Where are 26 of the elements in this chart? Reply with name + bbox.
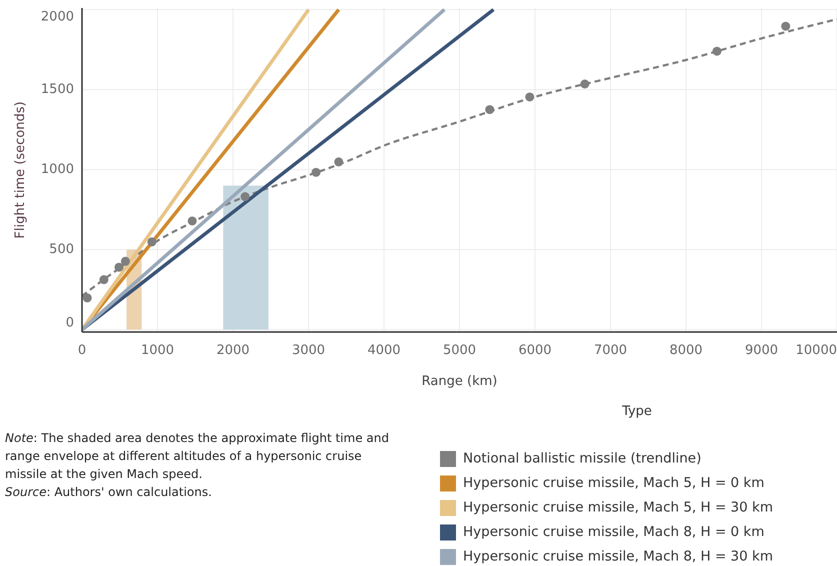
legend-label: Notional ballistic missile (trendline) (463, 450, 702, 467)
x-tick-label: 10000 (796, 343, 837, 358)
legend-label: Hypersonic cruise missile, Mach 5, H = 0 km (463, 475, 764, 492)
x-tick-label: 1000 (140, 343, 174, 358)
legend-label: Hypersonic cruise missile, Mach 8, H = 0 km (463, 524, 764, 540)
y-tick-label: 1000 (40, 162, 74, 178)
x-tick-label: 0 (78, 343, 86, 358)
x-tick-label: 8000 (669, 343, 703, 358)
source-note: Source: Authors' own calculations. (5, 485, 212, 499)
legend-label: Hypersonic cruise missile, Mach 5, H = 30 km (463, 500, 773, 516)
x-tick-label: 7000 (594, 343, 628, 358)
text: Note: The shaded area denotes the approximate flight time and range envelope at different altitudes of a hypersonic cruise missile at the given Mach speed. (5, 431, 389, 481)
x-tick-label: 5000 (442, 343, 476, 358)
y-axis-title: Flight time (seconds) (13, 101, 28, 239)
y-tick-label: 1500 (40, 82, 74, 98)
legend-label: Hypersonic cruise missile, Mach 8, H = 30 km (463, 548, 773, 565)
legend-title: Type (621, 404, 652, 419)
y-tick-label: 0 (66, 316, 74, 331)
x-axis-title: Range (km) (422, 374, 498, 389)
x-tick-label: 2000 (216, 343, 250, 358)
x-tick-label: 3000 (292, 343, 326, 358)
x-tick-label: 9000 (744, 343, 778, 358)
x-tick-label: 6000 (518, 343, 552, 358)
x-tick-label: 4000 (367, 343, 401, 358)
y-tick-label: 500 (49, 242, 74, 258)
y-tick-label: 2000 (40, 10, 74, 25)
